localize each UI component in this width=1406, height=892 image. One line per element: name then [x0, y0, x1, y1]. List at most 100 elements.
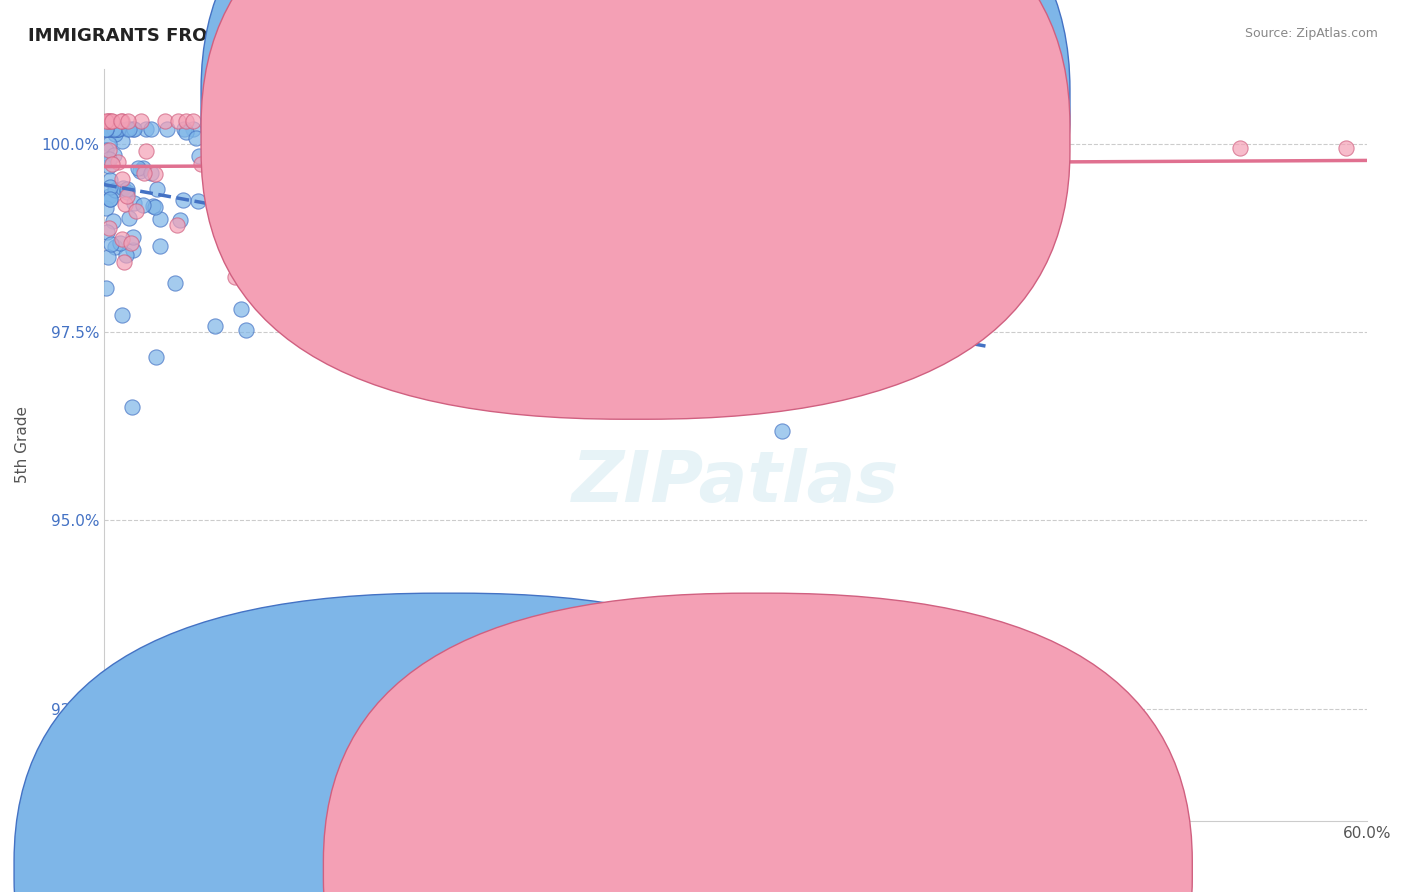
Point: [98, 143, 121, 157]
Point: [166, 218, 188, 232]
Point: [98, 179, 121, 194]
Point: [118, 121, 141, 136]
Point: [149, 239, 172, 253]
Point: [94, 121, 117, 136]
Point: [100, 121, 122, 136]
Point: [98, 192, 121, 206]
Point: [107, 155, 129, 169]
Point: [96, 121, 118, 136]
Point: [96, 225, 118, 239]
Point: [202, 153, 225, 167]
Point: [841, 350, 863, 364]
Point: [121, 400, 143, 414]
Point: [187, 194, 209, 208]
Point: [110, 114, 132, 128]
Point: [104, 121, 127, 136]
Point: [246, 121, 269, 136]
Point: [105, 121, 128, 136]
Point: [190, 157, 212, 171]
Point: [122, 121, 145, 136]
Point: [204, 318, 226, 333]
Point: [314, 121, 336, 136]
Point: [135, 144, 157, 158]
Point: [104, 240, 127, 254]
Point: [912, 331, 935, 345]
Point: [94, 114, 117, 128]
Point: [139, 121, 162, 136]
Point: [115, 185, 138, 199]
Point: [146, 182, 169, 196]
Point: [132, 166, 155, 180]
Point: [186, 130, 208, 145]
Point: [188, 148, 211, 162]
Point: [111, 308, 134, 322]
Point: [108, 235, 131, 250]
Text: ZIPatlas: ZIPatlas: [572, 448, 898, 517]
Point: [169, 212, 191, 227]
Point: [103, 214, 125, 228]
Point: [103, 121, 125, 136]
Point: [374, 121, 396, 136]
Point: [143, 200, 166, 214]
Point: [104, 183, 127, 197]
Point: [141, 199, 163, 213]
Point: [115, 182, 138, 196]
Point: [814, 282, 837, 296]
Point: [100, 121, 122, 136]
Point: [135, 121, 157, 136]
Point: [181, 114, 204, 128]
Point: [200, 162, 222, 177]
Point: [100, 114, 122, 128]
Point: [97, 153, 120, 167]
Point: [143, 167, 166, 181]
Point: [770, 424, 793, 438]
Point: [122, 196, 145, 211]
Point: [125, 203, 148, 218]
Point: [104, 127, 127, 141]
Point: [174, 125, 197, 139]
Point: [153, 114, 176, 128]
Point: [127, 161, 149, 176]
Point: [94, 121, 117, 136]
Point: [111, 134, 134, 148]
Point: [139, 166, 162, 180]
Point: [1334, 140, 1357, 154]
Point: [111, 172, 134, 186]
Point: [172, 193, 194, 207]
Point: [117, 114, 139, 128]
Point: [117, 121, 139, 136]
Point: [94, 121, 117, 136]
Point: [100, 236, 122, 251]
Point: [131, 114, 153, 128]
Point: [112, 254, 135, 268]
Point: [94, 121, 117, 136]
Point: [94, 143, 117, 157]
Point: [167, 114, 190, 128]
Point: [111, 114, 134, 128]
Point: [488, 212, 510, 227]
Point: [112, 180, 135, 194]
Text: IMMIGRANTS FROM BOLIVIA VS IMMIGRANTS FROM SOUTH AFRICA 5TH GRADE CORRELATION CH: IMMIGRANTS FROM BOLIVIA VS IMMIGRANTS FR…: [28, 27, 1049, 45]
Point: [238, 121, 260, 136]
Text: Source: ZipAtlas.com: Source: ZipAtlas.com: [1244, 27, 1378, 40]
Point: [114, 197, 136, 211]
Point: [132, 198, 155, 212]
Text: Immigrants from South Africa: Immigrants from South Africa: [731, 863, 956, 877]
Point: [340, 121, 363, 136]
Point: [118, 211, 141, 225]
Point: [97, 137, 120, 152]
Point: [129, 164, 152, 178]
Point: [103, 148, 125, 162]
Point: [1229, 140, 1251, 154]
Text: R =  0.356    N = 36: R = 0.356 N = 36: [633, 129, 800, 147]
Point: [107, 121, 129, 136]
Point: [98, 173, 121, 187]
Point: [121, 244, 143, 258]
Point: [115, 189, 138, 203]
Point: [132, 161, 155, 176]
Text: Immigrants from Bolivia: Immigrants from Bolivia: [443, 863, 626, 877]
Point: [328, 188, 350, 202]
Point: [676, 209, 699, 223]
Point: [111, 232, 134, 246]
Point: [96, 121, 118, 136]
